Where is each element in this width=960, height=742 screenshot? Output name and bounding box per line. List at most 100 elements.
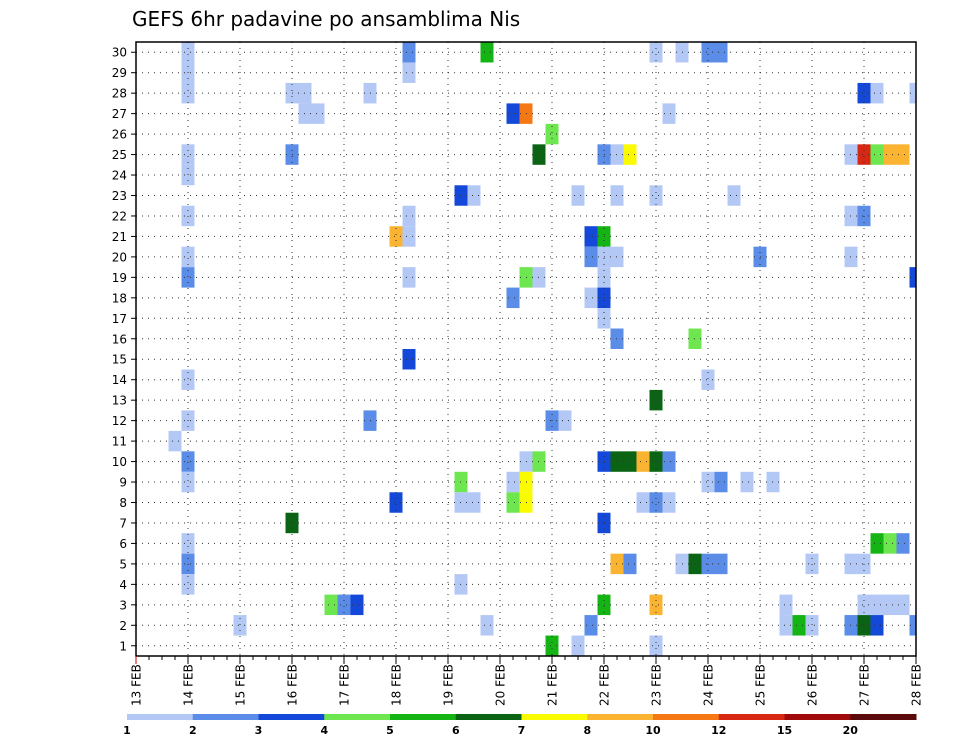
x-tick-label: 27 FEB — [858, 664, 872, 706]
precip-cell — [662, 103, 676, 124]
precip-cell — [402, 205, 416, 227]
colorbar-segment — [718, 714, 785, 720]
y-tick-label: 5 — [119, 557, 127, 571]
precip-cell — [233, 615, 247, 636]
y-tick-label: 18 — [112, 291, 127, 305]
x-tick-label: 25 FEB — [754, 664, 768, 706]
x-tick-label: 17 FEB — [338, 664, 352, 706]
precip-cell — [181, 369, 195, 390]
precip-cell — [402, 42, 416, 63]
colorbar-label: 10 — [645, 724, 661, 737]
precip-cell — [402, 267, 416, 288]
precip-cell — [792, 615, 806, 636]
precip-cell — [506, 471, 520, 493]
precip-cell — [714, 471, 728, 493]
precip-cell — [909, 615, 916, 636]
precip-cell — [584, 226, 598, 247]
colorbar-label: 15 — [777, 724, 792, 737]
x-axis: 13 FEB 14 FEB 15 FEB 16 FEB 17 FEB 18 FEB 19 F… — [130, 656, 924, 706]
colorbar-label: 4 — [320, 724, 328, 737]
precip-cell — [389, 226, 403, 247]
precip-cell — [805, 615, 819, 636]
precip-cell — [779, 594, 793, 616]
precip-cell — [545, 123, 559, 145]
y-tick-label: 21 — [112, 230, 127, 244]
precip-cell — [896, 594, 910, 616]
precip-cell — [467, 492, 481, 513]
y-axis: 1234567891011121314151617181920212223242… — [112, 46, 136, 653]
precip-cell — [649, 492, 663, 513]
precip-cell — [662, 451, 676, 472]
x-tick-label: 15 FEB — [234, 664, 248, 706]
x-tick-label: 13 FEB — [130, 664, 144, 706]
precip-cell — [636, 451, 650, 472]
precip-cell — [181, 246, 195, 268]
y-tick-label: 30 — [112, 46, 127, 60]
precip-cell — [701, 471, 715, 493]
precip-cell — [857, 615, 871, 636]
y-tick-label: 23 — [112, 189, 127, 203]
precip-cell — [870, 594, 884, 616]
x-tick-label: 16 FEB — [286, 664, 300, 706]
y-tick-label: 14 — [112, 373, 127, 387]
precip-cell — [909, 82, 916, 104]
precip-cell — [545, 635, 559, 656]
colorbar-segment — [127, 714, 194, 720]
y-tick-label: 27 — [112, 107, 127, 121]
y-tick-label: 19 — [112, 271, 127, 285]
y-tick-label: 26 — [112, 128, 127, 142]
precip-cell — [883, 144, 897, 165]
precip-cell — [623, 553, 637, 575]
y-tick-label: 22 — [112, 209, 127, 223]
colorbar-segment — [192, 714, 259, 720]
precip-cell — [870, 615, 884, 636]
colorbar-label: 7 — [518, 724, 526, 737]
precip-cell — [337, 594, 351, 616]
colorbar-segment — [258, 714, 325, 720]
precip-cell — [649, 185, 663, 206]
precip-cell — [324, 594, 338, 616]
precip-cell — [181, 164, 195, 186]
precip-cell — [740, 471, 754, 493]
precip-cell — [883, 533, 897, 554]
precip-cell — [571, 185, 585, 206]
y-tick-label: 15 — [112, 353, 127, 367]
y-tick-label: 3 — [119, 598, 127, 612]
y-tick-label: 8 — [119, 496, 127, 510]
precip-cell — [584, 246, 598, 268]
colorbar-segment — [653, 714, 720, 720]
precip-cell — [779, 615, 793, 636]
x-tick-label: 26 FEB — [806, 664, 820, 706]
precip-cell — [701, 369, 715, 390]
x-tick-label: 23 FEB — [650, 664, 664, 706]
y-tick-label: 20 — [112, 250, 127, 264]
precip-cell — [896, 533, 910, 554]
precip-cell — [909, 267, 916, 288]
precip-cell — [896, 144, 910, 165]
precip-cell — [649, 451, 663, 472]
precip-cell — [350, 594, 364, 616]
colorbar-label: 3 — [255, 724, 263, 737]
colorbar-label: 5 — [386, 724, 394, 737]
precip-cell — [623, 451, 637, 472]
precip-cell — [649, 389, 663, 411]
precip-cell — [181, 205, 195, 227]
colorbar-label: 12 — [711, 724, 726, 737]
precip-cell — [584, 615, 598, 636]
precip-cell — [181, 451, 195, 472]
precip-cell — [181, 42, 195, 63]
precip-cell — [701, 553, 715, 575]
y-tick-label: 17 — [112, 312, 127, 326]
precip-cell — [480, 42, 494, 63]
precip-cell — [181, 144, 195, 165]
x-tick-label: 28 FEB — [910, 664, 924, 706]
precip-cell — [857, 82, 871, 104]
precip-cell — [870, 82, 884, 104]
y-tick-label: 12 — [112, 414, 127, 428]
y-tick-label: 28 — [112, 87, 127, 101]
precip-cell — [649, 594, 663, 616]
precip-cell — [402, 349, 416, 370]
precip-cell — [402, 226, 416, 247]
y-tick-label: 11 — [112, 435, 127, 449]
precip-cell — [506, 103, 520, 124]
